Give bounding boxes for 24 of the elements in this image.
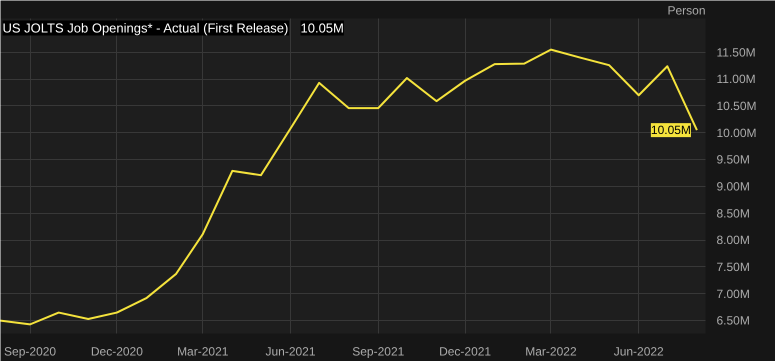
y-tick-label: 7.00M xyxy=(716,286,750,301)
annotation: 10.05M xyxy=(300,20,344,36)
y-tick-label: 9.00M xyxy=(716,179,750,194)
x-tick-label: Mar-2022 xyxy=(525,344,577,358)
y-tick-label: 9.50M xyxy=(716,152,750,167)
y-tick-label: 8.50M xyxy=(716,206,750,220)
x-tick-label: Jun-2022 xyxy=(614,344,664,358)
y-axis-title: Person xyxy=(667,4,706,18)
annotation: 10.05M xyxy=(650,123,691,138)
x-tick-label: Mar-2021 xyxy=(177,344,229,358)
y-tick-label: 10.00M xyxy=(716,126,757,140)
x-tick-label: Dec-2021 xyxy=(439,344,492,358)
y-tick-label: 7.50M xyxy=(716,260,750,274)
y-tick-label: 6.50M xyxy=(716,314,750,328)
y-tick-label: 10.50M xyxy=(716,98,757,113)
y-tick-label: 11.00M xyxy=(716,72,756,86)
x-tick-label: Sep-2020 xyxy=(4,344,56,358)
y-tick-label: 11.50M xyxy=(716,45,756,60)
x-tick-label: Sep-2021 xyxy=(352,344,405,358)
line-series xyxy=(0,48,698,326)
x-tick-label: Dec-2020 xyxy=(90,344,144,358)
y-tick-label: 8.00M xyxy=(716,233,750,248)
x-tick-label: Jun-2021 xyxy=(265,344,316,358)
chart-title: US JOLTS Job Openings* - Actual (First Release) xyxy=(2,20,288,36)
